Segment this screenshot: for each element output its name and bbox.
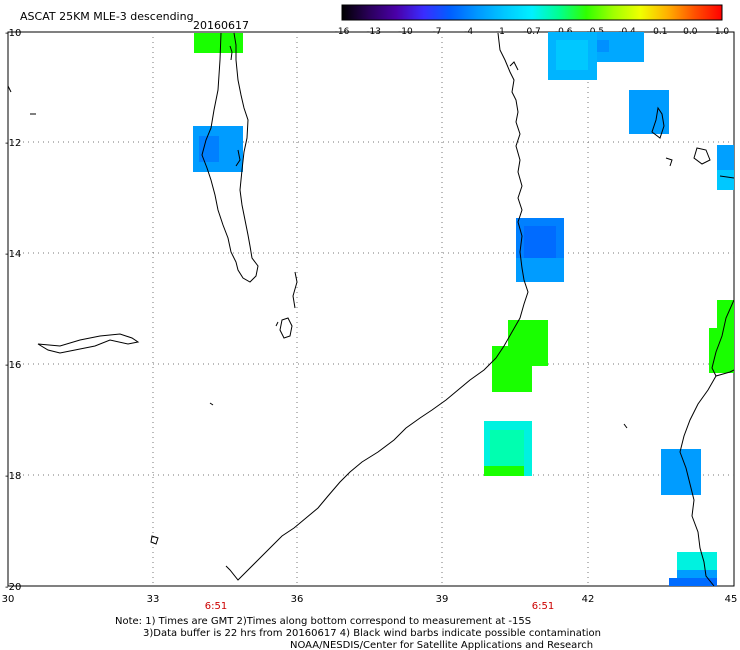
coastlines <box>7 32 735 587</box>
time-labels: 6:51 6:51 <box>205 601 554 612</box>
grid-lines <box>8 32 734 586</box>
swath-cell <box>677 552 717 570</box>
figure-title: ASCAT 25KM MLE-3 descending <box>20 10 194 23</box>
coastline-madagascar <box>719 175 735 179</box>
island-shore <box>623 423 628 429</box>
swath-cell <box>669 578 717 586</box>
lat-label: -18 <box>5 471 21 482</box>
small-lake-shore <box>150 535 159 545</box>
footer-note-3: NOAA/NESDIS/Center for Satellite Applica… <box>290 640 593 650</box>
lon-label: 42 <box>582 594 595 605</box>
time-label: 6:51 <box>205 601 227 612</box>
lon-label: 30 <box>2 594 15 605</box>
lat-label: -10 <box>5 28 21 39</box>
coastline-madagascar <box>711 299 735 377</box>
island-shore <box>665 157 673 167</box>
small-lake-shore <box>279 317 293 339</box>
swath-cell <box>709 328 734 373</box>
lon-label: 45 <box>725 594 738 605</box>
lat-label: -14 <box>5 249 21 260</box>
swath-cell <box>717 170 734 190</box>
swath-cell <box>490 430 524 466</box>
lat-label: -16 <box>5 360 21 371</box>
small-lake-shore <box>292 271 298 309</box>
lake-malawi-shore <box>201 32 259 283</box>
lake-cahora-bassa-shore <box>37 333 140 354</box>
lake-malawi-shore <box>229 45 233 61</box>
coastline-mozambique <box>225 32 529 581</box>
small-lake-shore <box>7 85 12 93</box>
swath-cell <box>629 90 669 134</box>
swath-cell <box>597 40 609 52</box>
coastline-madagascar <box>679 375 717 587</box>
figure-date: 20160617 <box>193 19 249 32</box>
lon-label: 39 <box>436 594 449 605</box>
lake-malawi-shore <box>235 149 241 167</box>
island-shore <box>651 106 665 139</box>
swath-cell <box>661 449 701 495</box>
lat-label: -12 <box>5 138 21 149</box>
coastline-mozambique <box>509 61 519 71</box>
time-label: 6:51 <box>532 601 554 612</box>
swath-cell <box>556 40 588 70</box>
lon-label: 36 <box>291 594 304 605</box>
small-lake-shore <box>275 321 279 327</box>
swath-cell <box>199 136 219 162</box>
swath-cell <box>524 226 556 258</box>
footer-note-2: 3)Data buffer is 22 hrs from 20160617 4)… <box>143 628 601 639</box>
lat-label: -20 <box>5 582 21 593</box>
small-lake-shore <box>209 402 214 406</box>
plot-frame <box>7 31 735 587</box>
swath-cell <box>717 300 734 330</box>
swath-cell <box>677 570 717 580</box>
swath-cell <box>516 258 564 282</box>
swath-cell <box>484 466 524 476</box>
swath-cell <box>492 346 532 392</box>
wind-swaths <box>193 32 734 586</box>
lat-labels: -10 -12 -14 -16 -18 -20 <box>5 28 21 593</box>
colorbar-gradient <box>341 4 723 21</box>
footer-note-1: Note: 1) Times are GMT 2)Times along bot… <box>115 616 531 627</box>
lon-labels: 30 33 36 39 42 45 <box>2 594 738 605</box>
island-shore <box>693 147 711 165</box>
lon-label: 33 <box>147 594 160 605</box>
